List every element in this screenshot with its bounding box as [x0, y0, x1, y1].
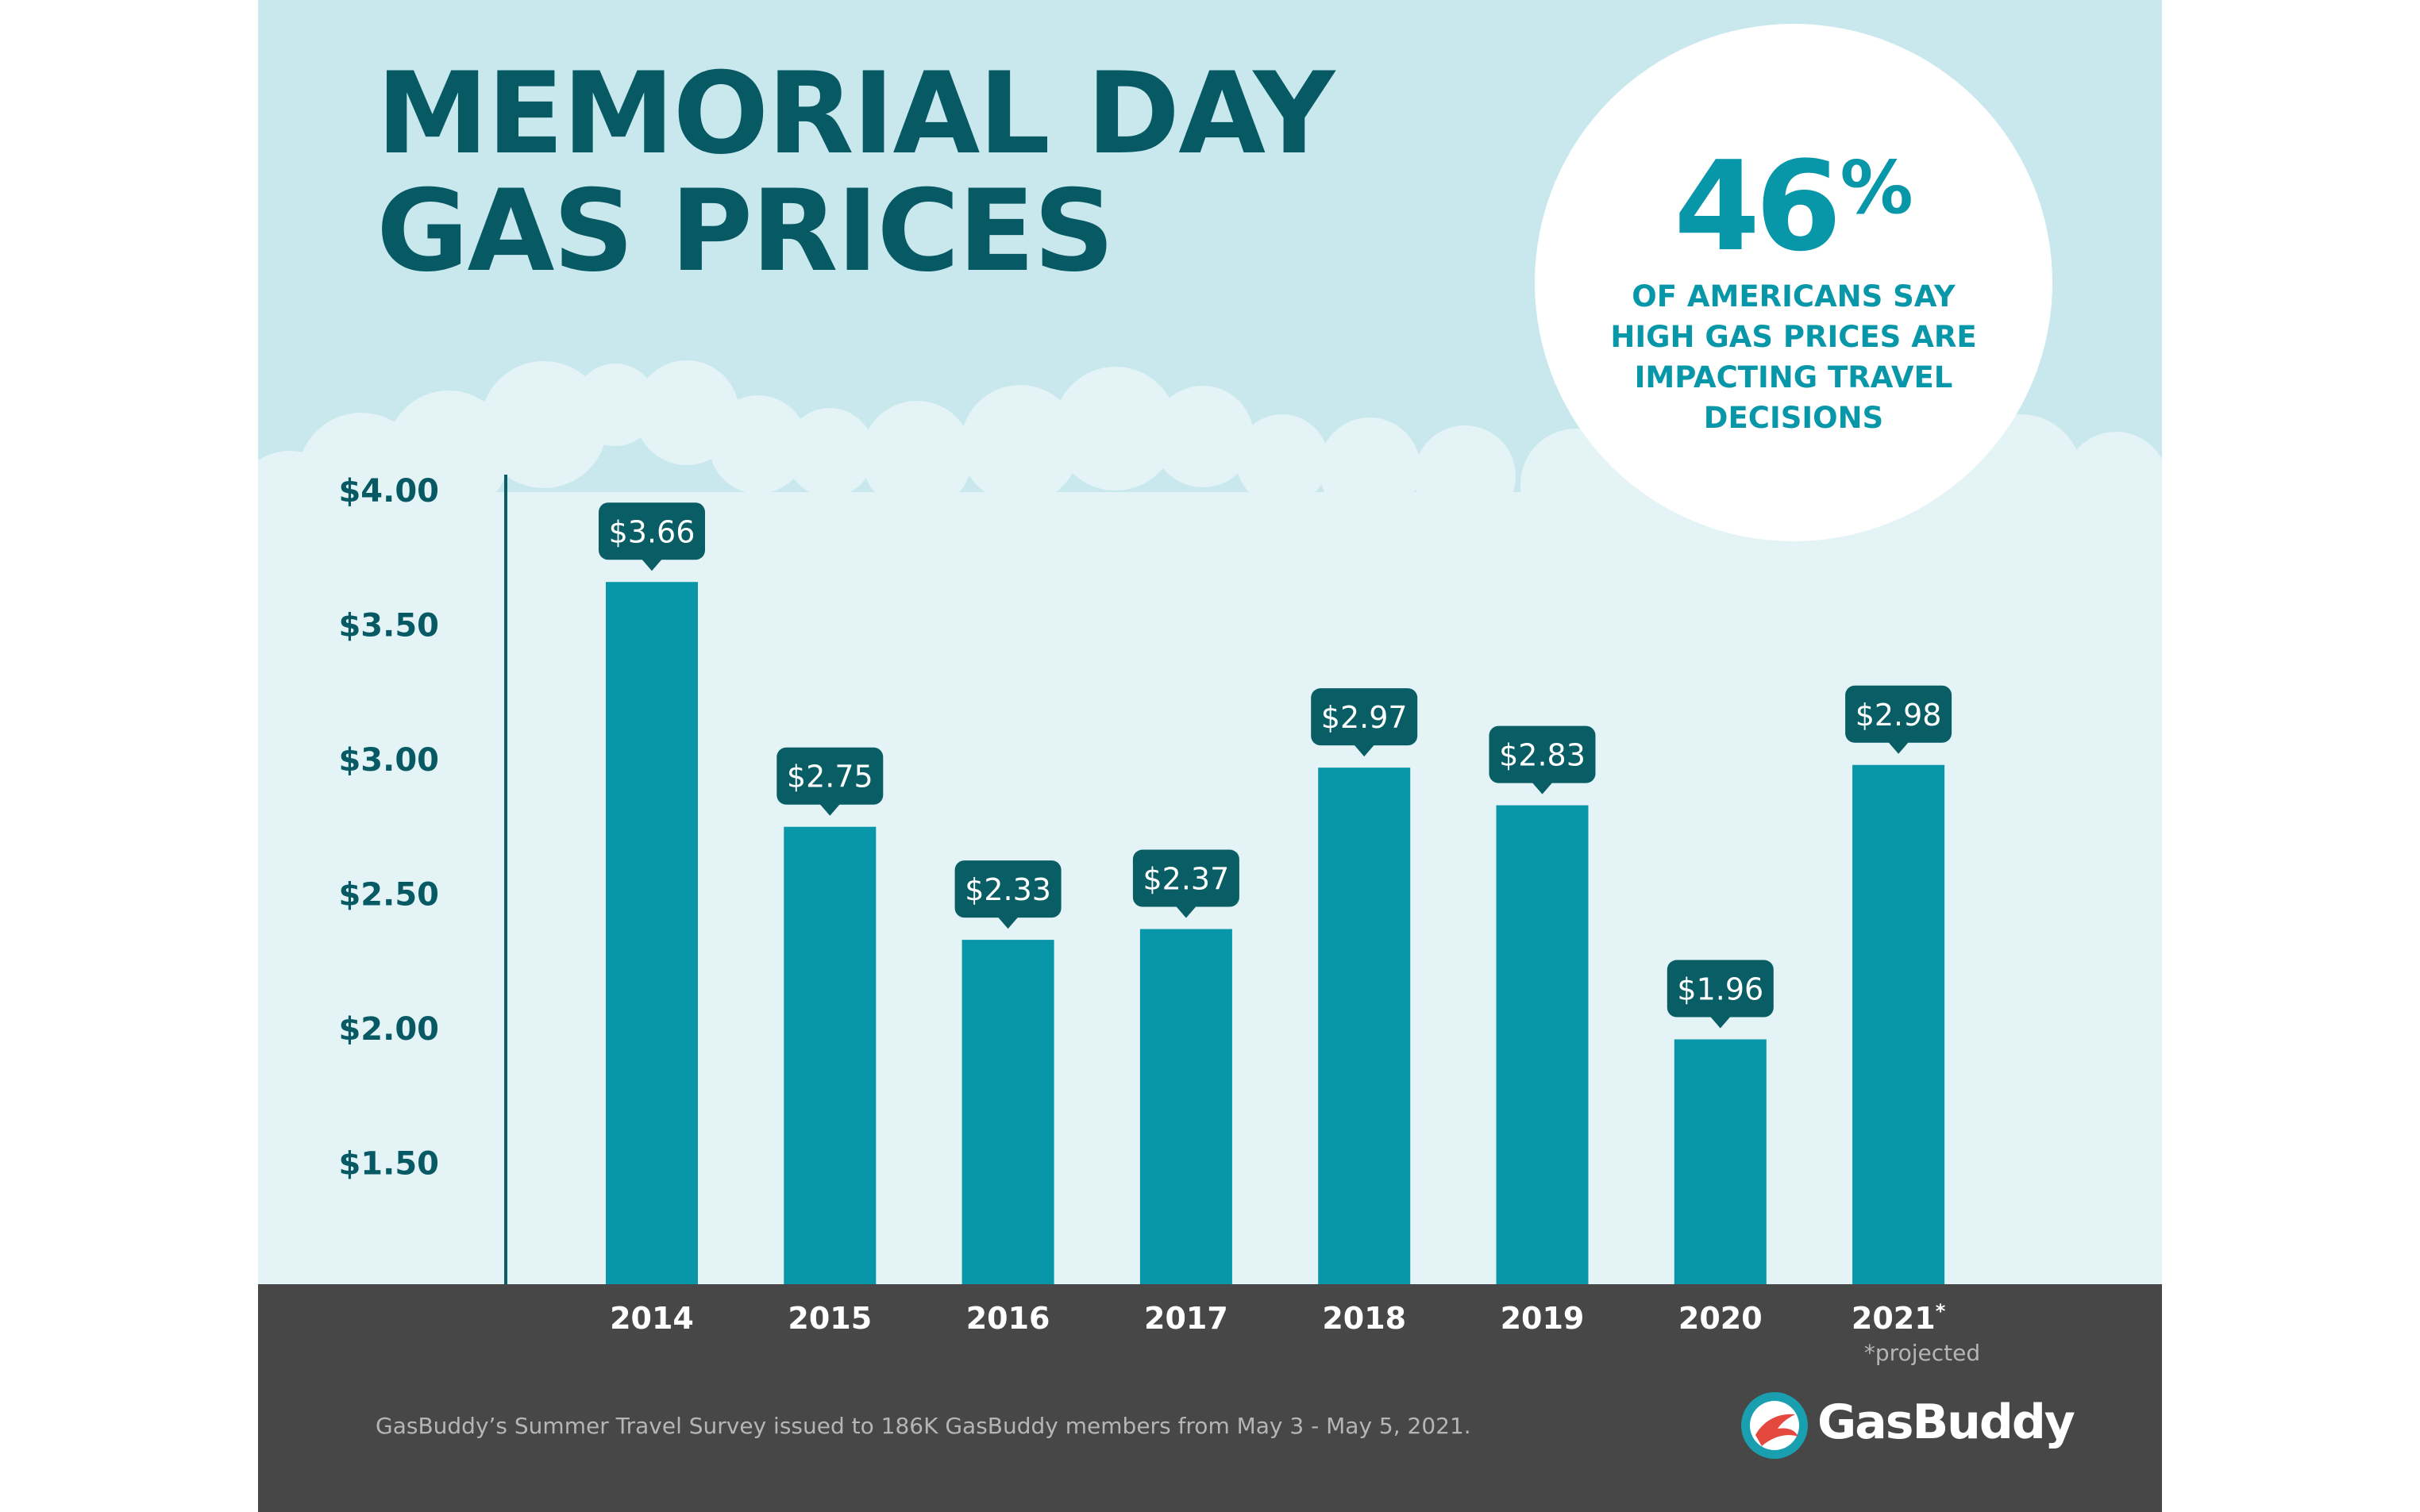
data-label-pointer: [1354, 744, 1375, 757]
bar: [1674, 1039, 1767, 1284]
data-label-pointer: [997, 917, 1019, 929]
data-label: $2.33: [965, 872, 1051, 907]
x-tick-label: 2015: [788, 1301, 872, 1336]
x-tick-label: 2017: [1144, 1301, 1228, 1336]
y-tick-label: $2.50: [338, 876, 439, 913]
data-label: $1.96: [1677, 972, 1763, 1007]
y-tick-label: $2.00: [338, 1011, 439, 1048]
data-label: $2.83: [1499, 738, 1586, 773]
data-label-pointer: [642, 559, 662, 571]
data-label-bubble: [1311, 688, 1418, 746]
data-label: $3.66: [609, 514, 696, 549]
x-axis-labels: 2014 2015 2016 2017 2018 2019 2020 2021*: [610, 1300, 1946, 1336]
bar: [606, 582, 698, 1284]
bar: [1318, 768, 1411, 1284]
footer-bar: *projected GasBuddy’s Summer Travel Surv…: [258, 1284, 2162, 1512]
data-label-bubble: [776, 747, 884, 805]
x-tick-label: 2018: [1322, 1301, 1406, 1336]
data-label-bubble: [954, 860, 1062, 918]
bar: [1496, 805, 1589, 1284]
data-label: $2.37: [1143, 862, 1230, 897]
x-tick-label: 2019: [1501, 1301, 1585, 1336]
bar: [784, 826, 877, 1284]
stat-value: 46: [1674, 134, 1841, 279]
bar-chart: $4.00 $3.50 $3.00 $2.50 $2.00 $1.50 $3.66 $2.7…: [338, 473, 1952, 1336]
projected-footnote: *projected: [1863, 1340, 1981, 1366]
gasbuddy-logo-text: GasBuddy: [1817, 1395, 2075, 1450]
chart-title: MEMORIAL DAY GAS PRICES: [376, 48, 1335, 297]
data-label-bubble: [1132, 849, 1239, 907]
stat-caption: OF AMERICANS SAY HIGH GAS PRICES ARE IMP…: [1610, 279, 1977, 435]
gasbuddy-logo-icon: [1741, 1392, 1808, 1459]
data-label: $2.97: [1321, 700, 1408, 735]
y-tick-label: $1.50: [338, 1145, 439, 1182]
chart-title-line-2: GAS PRICES: [376, 166, 1115, 297]
data-label-pointer: [1532, 782, 1553, 794]
data-label-bubble: [599, 502, 705, 560]
x-tick-label: 2016: [966, 1301, 1050, 1336]
data-label-pointer: [1175, 906, 1197, 918]
data-label-bubble: [1667, 960, 1774, 1018]
bar: [961, 940, 1054, 1284]
x-tick-label: 2020: [1678, 1301, 1763, 1336]
source-note: GasBuddy’s Summer Travel Survey issued t…: [376, 1413, 1471, 1439]
data-label-pointer: [1888, 741, 1909, 754]
bar: [1139, 929, 1232, 1284]
y-tick-label: $4.00: [338, 473, 439, 510]
gasbuddy-logo: GasBuddy: [1740, 1386, 2075, 1465]
x-tick-label: 2014: [610, 1301, 694, 1336]
data-label-pointer: [819, 803, 841, 816]
stat-unit: %: [1840, 145, 1913, 230]
data-label: $2.98: [1855, 698, 1942, 733]
stat-callout: 46% OF AMERICANS SAY HIGH GAS PRICES ARE…: [1535, 24, 2052, 541]
x-tick-label: 2021*: [1852, 1300, 1946, 1336]
infographic-panel: MEMORIAL DAY GAS PRICES 46% OF AMERICANS…: [258, 0, 2162, 1512]
data-label-pointer: [1709, 1016, 1731, 1029]
bars: $3.66 $2.75 $2.33 $2.37 $2.97 $2.83 $1.96 $2.98: [599, 502, 1952, 1284]
y-axis-ticks: $4.00 $3.50 $3.00 $2.50 $2.00 $1.50: [338, 473, 439, 1182]
y-tick-label: $3.50: [338, 607, 439, 644]
y-tick-label: $3.00: [338, 742, 439, 779]
stat-number: 46%: [1535, 144, 2052, 268]
data-label-bubble: [1845, 685, 1952, 743]
chart-title-line-1: MEMORIAL DAY: [376, 48, 1335, 179]
bar: [1852, 764, 1945, 1284]
data-label-bubble: [1489, 725, 1596, 783]
data-label: $2.75: [787, 760, 873, 794]
